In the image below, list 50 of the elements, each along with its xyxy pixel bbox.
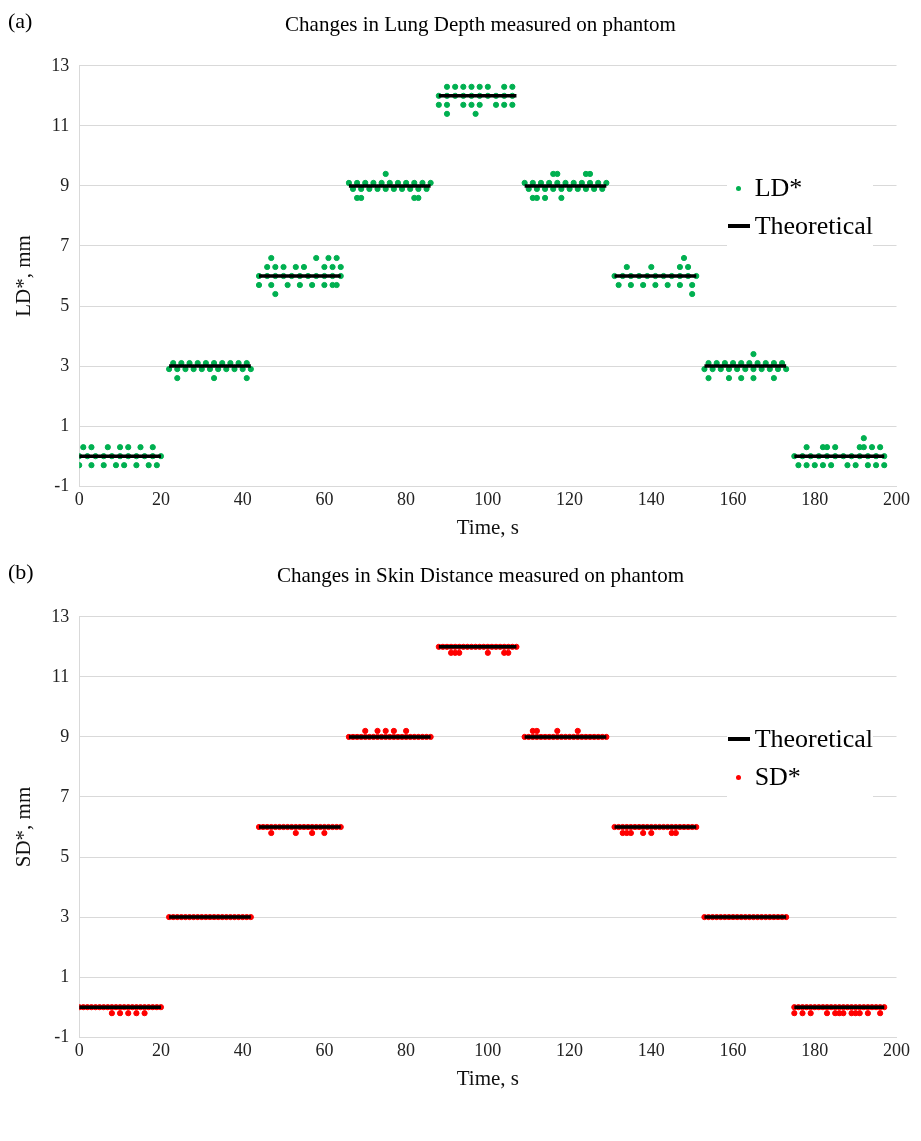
x-tick-label: 100 (474, 1039, 502, 1060)
chart-title: Changes in Lung Depth measured on phantom (285, 12, 676, 36)
x-tick-label: 80 (397, 488, 416, 509)
x-axis-title: Time, s (456, 514, 519, 539)
y-tick-label: 9 (60, 174, 70, 195)
x-tick-label: 20 (151, 1039, 170, 1060)
y-tick-label: 9 (60, 725, 70, 746)
x-tick-label: 60 (315, 488, 334, 509)
chart-title: Changes in Skin Distance measured on phantom (276, 563, 685, 587)
legend-label: SD* (754, 762, 801, 792)
x-tick-label: 180 (801, 1039, 829, 1060)
y-tick-label: 11 (51, 665, 70, 686)
y-tick-label: 7 (60, 785, 70, 806)
y-tick-label: 11 (51, 114, 70, 135)
x-tick-label: 0 (74, 1039, 84, 1060)
x-tick-label: 80 (397, 1039, 416, 1060)
x-tick-label: 160 (719, 1039, 747, 1060)
y-tick-label: 13 (51, 54, 70, 75)
y-tick-label: 13 (51, 605, 70, 626)
x-tick-label: 0 (74, 488, 84, 509)
x-tick-label: 40 (233, 488, 252, 509)
y-tick-label: 1 (60, 414, 70, 435)
x-tick-label: 140 (637, 488, 665, 509)
x-tick-label: 120 (556, 1039, 584, 1060)
y-tick-label: -1 (54, 474, 70, 495)
x-tick-label: 200 (883, 488, 910, 509)
x-tick-label: 20 (151, 488, 170, 509)
x-tick-label: 120 (556, 488, 584, 509)
x-tick-label: 100 (474, 488, 502, 509)
y-tick-label: 3 (60, 905, 70, 926)
x-axis-title: Time, s (456, 1065, 519, 1090)
y-axis-title: LD*, mm (11, 235, 36, 317)
y-tick-label: 5 (60, 845, 70, 866)
y-tick-label: 5 (60, 294, 70, 315)
x-tick-label: 160 (719, 488, 747, 509)
x-tick-label: 60 (315, 1039, 334, 1060)
y-tick-label: 1 (60, 965, 70, 986)
text: (b) (8, 559, 34, 585)
x-tick-label: 140 (637, 1039, 665, 1060)
legend-label: Theoretical (754, 724, 873, 754)
y-axis-title: SD*, mm (11, 786, 36, 868)
x-tick-label: 40 (233, 1039, 252, 1060)
legend-label: Theoretical (754, 211, 873, 241)
x-tick-label: 180 (801, 488, 829, 509)
y-tick-label: 3 (60, 354, 70, 375)
x-tick-label: 200 (883, 1039, 910, 1060)
text: (a) (8, 8, 33, 34)
y-tick-label: -1 (54, 1025, 70, 1046)
legend-label: LD* (754, 173, 803, 203)
y-tick-label: 7 (60, 234, 70, 255)
